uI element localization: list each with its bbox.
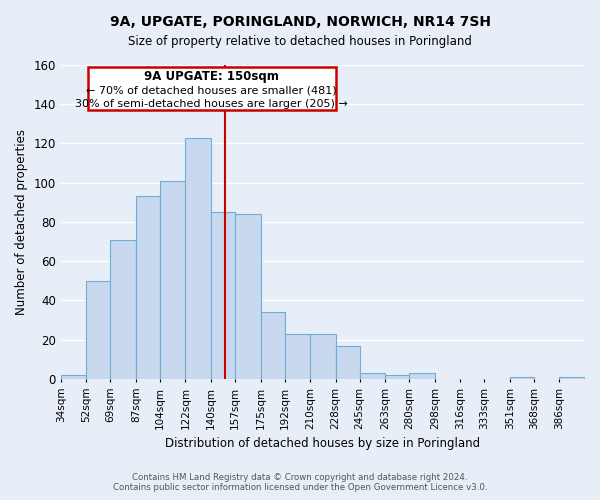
Bar	[559, 377, 585, 379]
Text: 9A, UPGATE, PORINGLAND, NORWICH, NR14 7SH: 9A, UPGATE, PORINGLAND, NORWICH, NR14 7S…	[110, 15, 491, 29]
Bar	[335, 346, 360, 379]
Bar	[110, 240, 136, 379]
Bar	[360, 373, 385, 379]
Bar	[211, 212, 235, 379]
Bar	[260, 312, 284, 379]
Text: Size of property relative to detached houses in Poringland: Size of property relative to detached ho…	[128, 35, 472, 48]
Text: 9A UPGATE: 150sqm: 9A UPGATE: 150sqm	[144, 70, 279, 84]
Bar	[385, 375, 409, 379]
X-axis label: Distribution of detached houses by size in Poringland: Distribution of detached houses by size …	[166, 437, 481, 450]
Text: 30% of semi-detached houses are larger (205) →: 30% of semi-detached houses are larger (…	[76, 99, 348, 109]
Bar	[185, 138, 211, 379]
Bar	[61, 375, 86, 379]
Bar	[160, 181, 185, 379]
Bar	[136, 196, 160, 379]
Bar	[86, 281, 110, 379]
Text: ← 70% of detached houses are smaller (481): ← 70% of detached houses are smaller (48…	[86, 86, 337, 96]
Bar	[409, 373, 435, 379]
Bar	[284, 334, 310, 379]
Y-axis label: Number of detached properties: Number of detached properties	[15, 129, 28, 315]
Bar	[510, 377, 534, 379]
Bar	[235, 214, 260, 379]
Bar	[310, 334, 335, 379]
FancyBboxPatch shape	[88, 67, 335, 110]
Text: Contains HM Land Registry data © Crown copyright and database right 2024.
Contai: Contains HM Land Registry data © Crown c…	[113, 473, 487, 492]
